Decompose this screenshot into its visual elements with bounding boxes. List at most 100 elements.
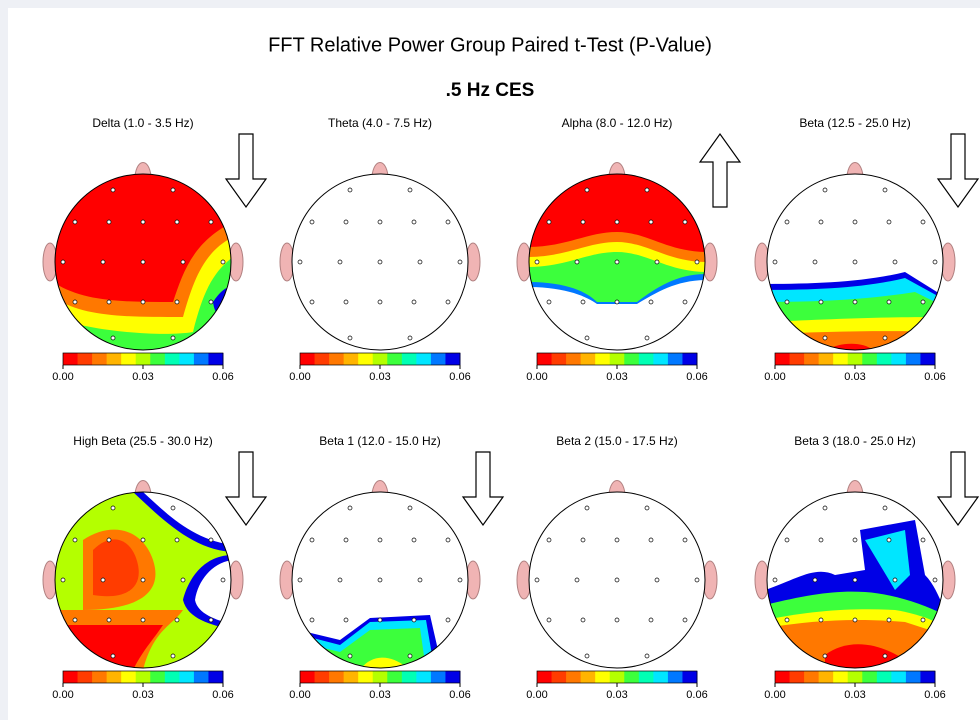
colorbar-cell [77, 353, 93, 365]
panel-label: High Beta (25.5 - 30.0 Hz) [73, 434, 212, 448]
colorbar-cell [595, 671, 611, 683]
electrode [343, 299, 349, 305]
colorbar-cell [862, 353, 878, 365]
arrow-down [461, 451, 505, 527]
electrode [584, 187, 590, 193]
colorbar-cell [179, 353, 195, 365]
colorbar-cell [314, 353, 330, 365]
electrode [60, 259, 66, 265]
colorbar-cell [551, 671, 567, 683]
figure-subtitle: .5 Hz CES [446, 80, 535, 101]
colorbar-tick-label: 0.00 [526, 371, 547, 383]
electrode [110, 505, 116, 511]
colorbar-cell [387, 671, 403, 683]
electrode [174, 617, 180, 623]
electrode [614, 537, 620, 543]
electrode [772, 259, 778, 265]
colorbar-cell [876, 353, 892, 365]
colorbar-cell [638, 353, 654, 365]
heat-region [93, 539, 139, 597]
arrow-down [936, 133, 980, 209]
colorbar-cell [891, 353, 907, 365]
head-outline [528, 491, 706, 669]
electrode [822, 187, 828, 193]
electrode [882, 335, 888, 341]
electrode [445, 617, 451, 623]
electrode [457, 259, 463, 265]
electrode [818, 617, 824, 623]
electrode [106, 617, 112, 623]
electrode [140, 577, 146, 583]
electrode [309, 299, 315, 305]
colorbar-tick-label: 0.00 [289, 689, 310, 701]
electrode [882, 187, 888, 193]
panel-label: Beta 1 (12.0 - 15.0 Hz) [319, 434, 440, 448]
electrode [411, 299, 417, 305]
colorbar-tick-label: 0.06 [212, 689, 233, 701]
electrode [377, 299, 383, 305]
electrode [100, 259, 106, 265]
colorbar-cell [106, 353, 122, 365]
electrode [411, 617, 417, 623]
colorbar-tick-label: 0.06 [449, 689, 470, 701]
colorbar-cell [624, 353, 640, 365]
electrode [892, 259, 898, 265]
electrode [882, 653, 888, 659]
colorbar-tick-label: 0.06 [924, 689, 945, 701]
electrode [445, 219, 451, 225]
colorbar-cell [358, 671, 374, 683]
colorbar-cell [164, 671, 180, 683]
electrode [208, 299, 214, 305]
colorbar-cell [667, 353, 683, 365]
electrode [140, 299, 146, 305]
electrode [584, 505, 590, 511]
colorbar-cell [179, 671, 195, 683]
electrode [614, 299, 620, 305]
colorbar-cell [135, 353, 151, 365]
topo-panel: Beta 3 (18.0 - 25.0 Hz) 0.00 0.03 0.06 [754, 434, 980, 701]
colorbar-tick-label: 0.00 [52, 371, 73, 383]
electrode [170, 335, 176, 341]
colorbar-cell [609, 353, 625, 365]
electrode [174, 299, 180, 305]
heat-region [195, 560, 231, 625]
panel-label: Delta (1.0 - 3.5 Hz) [92, 116, 193, 130]
electrode [347, 653, 353, 659]
electrode [546, 617, 552, 623]
colorbar-cell [891, 671, 907, 683]
electrode [580, 299, 586, 305]
topo-panel: Alpha (8.0 - 12.0 Hz) 0.00 0.03 0.06 [516, 116, 742, 383]
arrow-down [936, 451, 980, 527]
colorbar-cell [445, 353, 461, 365]
topo-panel: Theta (4.0 - 7.5 Hz) 0.00 0.03 0.06 [279, 116, 481, 383]
colorbar-cell [775, 353, 791, 365]
electrode [648, 537, 654, 543]
colorbar-cell [905, 353, 921, 365]
electrode [72, 299, 78, 305]
electrode [407, 505, 413, 511]
electrode [407, 187, 413, 193]
electrode [208, 537, 214, 543]
colorbar-tick-label: 0.03 [844, 689, 865, 701]
electrode [614, 219, 620, 225]
electrode [886, 617, 892, 623]
electrode [682, 219, 688, 225]
colorbar-cell [63, 671, 79, 683]
electrode [110, 653, 116, 659]
electrode [892, 577, 898, 583]
head-outline [766, 491, 944, 669]
electrode [584, 653, 590, 659]
figure-title: FFT Relative Power Group Paired t-Test (… [268, 34, 712, 56]
colorbar-cell [372, 671, 388, 683]
colorbar-cell [77, 671, 93, 683]
electrode [822, 653, 828, 659]
colorbar-cell [343, 671, 359, 683]
electrode [546, 537, 552, 543]
colorbar-cell [430, 353, 446, 365]
colorbar-cell [833, 671, 849, 683]
electrode [932, 259, 938, 265]
electrode [457, 577, 463, 583]
colorbar-cell [789, 353, 805, 365]
electrode [377, 219, 383, 225]
